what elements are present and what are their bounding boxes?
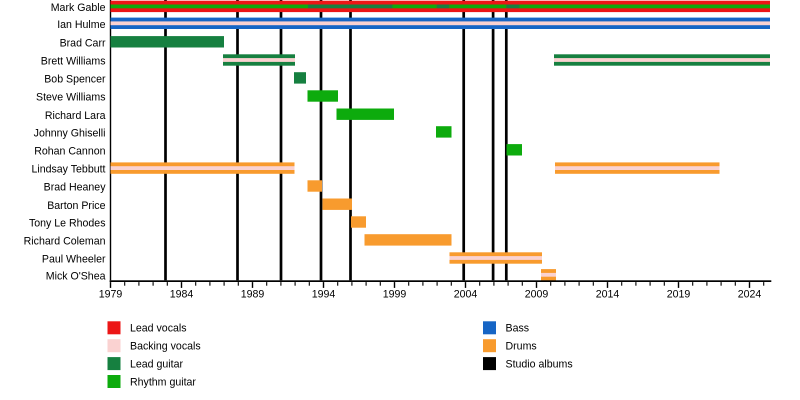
svg-text:Richard Lara: Richard Lara [45,110,106,122]
svg-text:2014: 2014 [596,288,620,300]
svg-text:Ian Hulme: Ian Hulme [57,19,105,31]
svg-text:Richard Coleman: Richard Coleman [24,236,106,248]
svg-text:2019: 2019 [667,288,691,300]
svg-text:1984: 1984 [170,288,194,300]
svg-text:Studio albums: Studio albums [506,358,573,370]
svg-text:Johnny Ghiselli: Johnny Ghiselli [34,128,106,140]
svg-text:2024: 2024 [738,288,762,300]
svg-text:1994: 1994 [312,288,336,300]
svg-text:Lead guitar: Lead guitar [130,358,183,370]
svg-text:1989: 1989 [241,288,265,300]
svg-text:Mark Gable: Mark Gable [51,2,106,14]
svg-text:Bob Spencer: Bob Spencer [44,74,106,86]
svg-text:2004: 2004 [454,288,478,300]
svg-text:Brad Heaney: Brad Heaney [44,182,107,194]
svg-text:1979: 1979 [99,288,123,300]
svg-text:Paul Wheeler: Paul Wheeler [42,254,106,266]
svg-text:Tony Le Rhodes: Tony Le Rhodes [29,218,106,230]
svg-text:Backing vocals: Backing vocals [130,341,201,353]
svg-text:Brad Carr: Brad Carr [60,37,106,49]
svg-text:Mick O'Shea: Mick O'Shea [46,270,106,282]
svg-text:Bass: Bass [506,323,530,335]
svg-text:1999: 1999 [383,288,407,300]
svg-text:Drums: Drums [506,341,537,353]
svg-text:Barton Price: Barton Price [47,200,105,212]
svg-text:Rohan Cannon: Rohan Cannon [34,145,105,157]
svg-text:Lead vocals: Lead vocals [130,323,187,335]
svg-text:2009: 2009 [525,288,549,300]
svg-text:Brett Williams: Brett Williams [41,56,106,68]
svg-text:Lindsay Tebbutt: Lindsay Tebbutt [31,164,105,176]
svg-text:Steve Williams: Steve Williams [36,92,105,104]
svg-text:Rhythm guitar: Rhythm guitar [130,376,196,388]
